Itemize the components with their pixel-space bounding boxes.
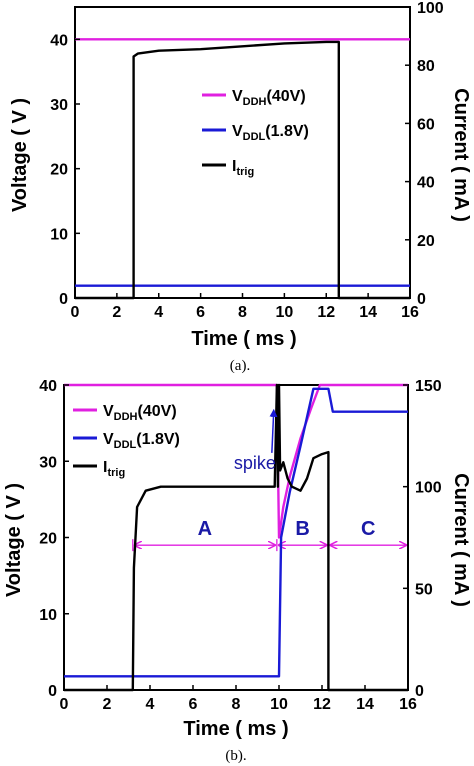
plot-border (74, 6, 411, 299)
y-tick-label-left: 20 (39, 531, 57, 548)
x-tick-label: 16 (399, 696, 417, 713)
y-tick-label-left: 40 (50, 32, 68, 49)
x-tick-label: 2 (103, 696, 112, 713)
y-tick-label-left: 40 (39, 378, 57, 395)
y-tick-label-right: 60 (417, 116, 435, 133)
x-tick-label: 12 (317, 304, 335, 321)
caption-b: (b). (225, 748, 246, 764)
series-line-ddl (64, 387, 408, 678)
x-tick-label: 0 (60, 696, 69, 713)
x-tick-label: 12 (313, 696, 331, 713)
x-tick-labels-a: 0 2 4 6 8 10 12 14 16 (71, 293, 419, 321)
y-tick-label-right: 20 (417, 233, 435, 250)
y-tick-labels-right-a: 0 20 40 60 80 100 (405, 0, 444, 308)
chart-panel-a: 0 2 4 6 8 10 12 14 16 0 10 20 30 40 0 20 40 60 80 100 Tim… (9, 0, 472, 374)
legend-a: VDDH(40V) VDDL(1.8V) Itrig (202, 88, 309, 178)
legend-b: VDDH(40V) VDDL(1.8V) Itrig (73, 403, 180, 479)
x-tick-label: 14 (356, 696, 374, 713)
x-tick-label: 4 (146, 696, 155, 713)
legend-label: VDDH(40V) (103, 403, 177, 423)
spike-annotation: spike (234, 453, 276, 473)
y-axis-label-right-a: Current ( mA ) (450, 88, 472, 222)
x-tick-label: 4 (154, 304, 163, 321)
y-tick-label-left: 30 (39, 454, 57, 471)
x-tick-label: 10 (270, 696, 288, 713)
legend-label: VDDL(1.8V) (232, 123, 309, 143)
caption-a: (a). (230, 358, 250, 374)
region-label-b: B (295, 518, 309, 540)
y-tick-label-right: 100 (417, 0, 444, 17)
region-markers-b: A B C (132, 518, 407, 552)
y-tick-label-left: 30 (50, 97, 68, 114)
y-tick-label-left: 0 (48, 683, 57, 700)
legend-label: VDDH(40V) (232, 88, 306, 108)
x-tick-label: 2 (112, 304, 121, 321)
plot-frame-b (63, 384, 409, 691)
plot-frame-a (74, 6, 411, 299)
series-line-trig (75, 40, 410, 300)
x-tick-labels-b: 0 2 4 6 8 10 12 14 16 (60, 685, 417, 713)
y-tick-label-right: 0 (415, 683, 424, 700)
plot-border (63, 384, 409, 691)
x-tick-label: 10 (275, 304, 293, 321)
chart-panel-b: A B C 0 2 4 6 8 10 12 14 16 0 10 20 30 40 0 50 100 150 Ti… (3, 378, 472, 764)
y-tick-label-left: 10 (50, 226, 68, 243)
x-axis-label-b: Time ( ms ) (183, 718, 288, 740)
x-tick-label: 0 (71, 304, 80, 321)
series-layer-b (64, 383, 408, 692)
series-layer-a (75, 38, 410, 300)
y-tick-label-left: 10 (39, 607, 57, 624)
legend-label: VDDL(1.8V) (103, 431, 180, 451)
region-label-c: C (361, 518, 375, 540)
legend-label: Itrig (232, 158, 254, 178)
y-tick-label-left: 0 (59, 291, 68, 308)
y-tick-labels-left-b: 0 10 20 30 40 (39, 378, 69, 700)
y-axis-label-left-b: Voltage ( V ) (3, 483, 25, 597)
y-tick-label-right: 100 (415, 480, 442, 497)
y-tick-label-left: 20 (50, 162, 68, 179)
legend-label: Itrig (103, 459, 125, 479)
series-line-trig (64, 383, 408, 692)
x-tick-label: 14 (359, 304, 377, 321)
x-tick-label: 6 (189, 696, 198, 713)
x-axis-label-a: Time ( ms ) (191, 328, 296, 350)
x-tick-label: 8 (232, 696, 241, 713)
y-tick-label-right: 80 (417, 58, 435, 75)
y-tick-label-right: 40 (417, 175, 435, 192)
y-tick-label-right: 150 (415, 378, 442, 395)
y-tick-labels-right-b: 0 50 100 150 (403, 378, 442, 700)
y-axis-label-right-b: Current ( mA ) (450, 473, 472, 607)
x-tick-label: 8 (238, 304, 247, 321)
spike-arrow (269, 408, 278, 453)
x-tick-label: 16 (401, 304, 419, 321)
region-label-a: A (198, 518, 212, 540)
y-axis-label-left-a: Voltage ( V ) (9, 98, 31, 212)
y-tick-labels-left-a: 0 10 20 30 40 (50, 32, 80, 308)
y-tick-label-right: 50 (415, 581, 433, 598)
annotations-b: spike (234, 408, 278, 473)
y-tick-label-right: 0 (417, 291, 426, 308)
x-tick-label: 6 (196, 304, 205, 321)
